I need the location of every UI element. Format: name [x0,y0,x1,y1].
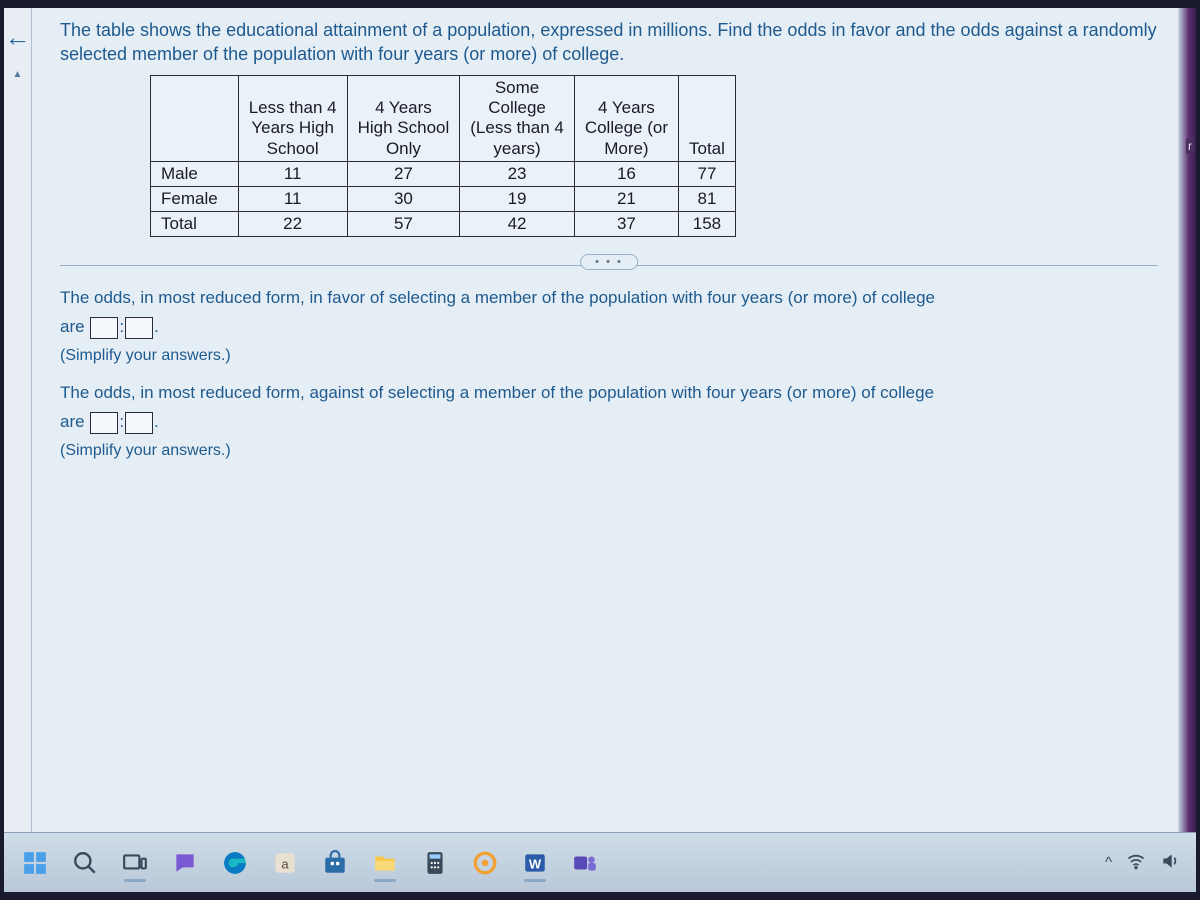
cell: 19 [460,187,575,212]
chat-icon[interactable] [164,842,206,884]
hdr-text: Only [386,139,421,158]
hdr-text: Some [495,78,539,97]
cell: 158 [678,212,735,237]
hdr-text: years) [493,139,540,158]
colon-text: : [119,412,124,431]
cell: 22 [238,212,347,237]
app-a-icon[interactable]: a [264,842,306,884]
hdr-text: More) [604,139,648,158]
education-table: Less than 4 Years High School 4 Years Hi… [150,75,736,238]
expand-ellipsis-button[interactable]: • • • [580,254,638,270]
system-tray: ^ [1105,851,1186,875]
taskbar: a W ^ [4,832,1196,892]
hdr-text: Less than 4 [249,98,337,117]
edge-icon[interactable] [214,842,256,884]
period-text: . [154,317,159,336]
hdr-text: Years High [251,118,334,137]
cell: 23 [460,162,575,187]
table-row: Female 11 30 19 21 81 [151,187,736,212]
header-less-than-4: Less than 4 Years High School [238,75,347,162]
hdr-text: School [267,139,319,158]
cell: 16 [574,162,678,187]
against-numerator-input[interactable] [90,412,118,434]
hdr-text: College [488,98,546,117]
start-icon[interactable] [14,842,56,884]
cell: 57 [347,212,460,237]
row-label-total: Total [151,212,239,237]
are-text: are [60,412,85,431]
hdr-text: 4 Years [598,98,655,117]
favor-denominator-input[interactable] [125,317,153,339]
header-total: Total [678,75,735,162]
right-edge-label: r [1186,138,1194,154]
teams-icon[interactable] [564,842,606,884]
cell: 11 [238,187,347,212]
cell: 11 [238,162,347,187]
hdr-text: Total [689,139,725,158]
content-pane: The table shows the educational attainme… [32,8,1178,832]
scroll-up-icon[interactable]: ▲ [13,69,23,80]
tray-chevron-icon[interactable]: ^ [1105,854,1112,871]
simplify-hint: (Simplify your answers.) [60,437,1158,464]
hdr-text: College (or [585,118,668,137]
store-icon[interactable] [314,842,356,884]
against-prompt-text: The odds, in most reduced form, against … [60,383,934,402]
header-4yrs-college: 4 Years College (or More) [574,75,678,162]
screen-frame: ← ▲ r The table shows the educational at… [0,0,1200,900]
taskview-icon[interactable] [114,842,156,884]
colon-text: : [119,317,124,336]
word-icon[interactable]: W [514,842,556,884]
hdr-text: 4 Years [375,98,432,117]
volume-icon[interactable] [1160,851,1180,875]
cell: 37 [574,212,678,237]
question-prompt: The table shows the educational attainme… [60,18,1158,67]
against-denominator-input[interactable] [125,412,153,434]
favor-prompt-text: The odds, in most reduced form, in favor… [60,288,935,307]
table-row: Male 11 27 23 16 77 [151,162,736,187]
search-icon[interactable] [64,842,106,884]
cell: 27 [347,162,460,187]
header-blank [151,75,239,162]
header-4yrs-hs: 4 Years High School Only [347,75,460,162]
back-arrow-icon[interactable]: ← [5,22,31,53]
cell: 77 [678,162,735,187]
file-explorer-icon[interactable] [364,842,406,884]
svg-text:a: a [281,856,289,871]
favor-numerator-input[interactable] [90,317,118,339]
hdr-text: (Less than 4 [470,118,564,137]
cell: 21 [574,187,678,212]
color-app-icon[interactable] [464,842,506,884]
period-text: . [154,412,159,431]
odds-in-favor-block: The odds, in most reduced form, in favor… [60,284,1158,369]
are-text: are [60,317,85,336]
wifi-icon[interactable] [1126,851,1146,875]
cell: 81 [678,187,735,212]
svg-text:W: W [529,856,542,871]
table-header-row: Less than 4 Years High School 4 Years Hi… [151,75,736,162]
calculator-icon[interactable] [414,842,456,884]
row-label-male: Male [151,162,239,187]
cell: 42 [460,212,575,237]
section-divider: • • • [60,265,1158,266]
hdr-text: High School [358,118,450,137]
odds-against-block: The odds, in most reduced form, against … [60,379,1158,464]
simplify-hint: (Simplify your answers.) [60,342,1158,369]
cell: 30 [347,187,460,212]
header-some-college: Some College (Less than 4 years) [460,75,575,162]
left-nav-strip: ← ▲ [4,8,32,832]
right-edge-decoration: r [1178,8,1196,832]
row-label-female: Female [151,187,239,212]
table-row: Total 22 57 42 37 158 [151,212,736,237]
